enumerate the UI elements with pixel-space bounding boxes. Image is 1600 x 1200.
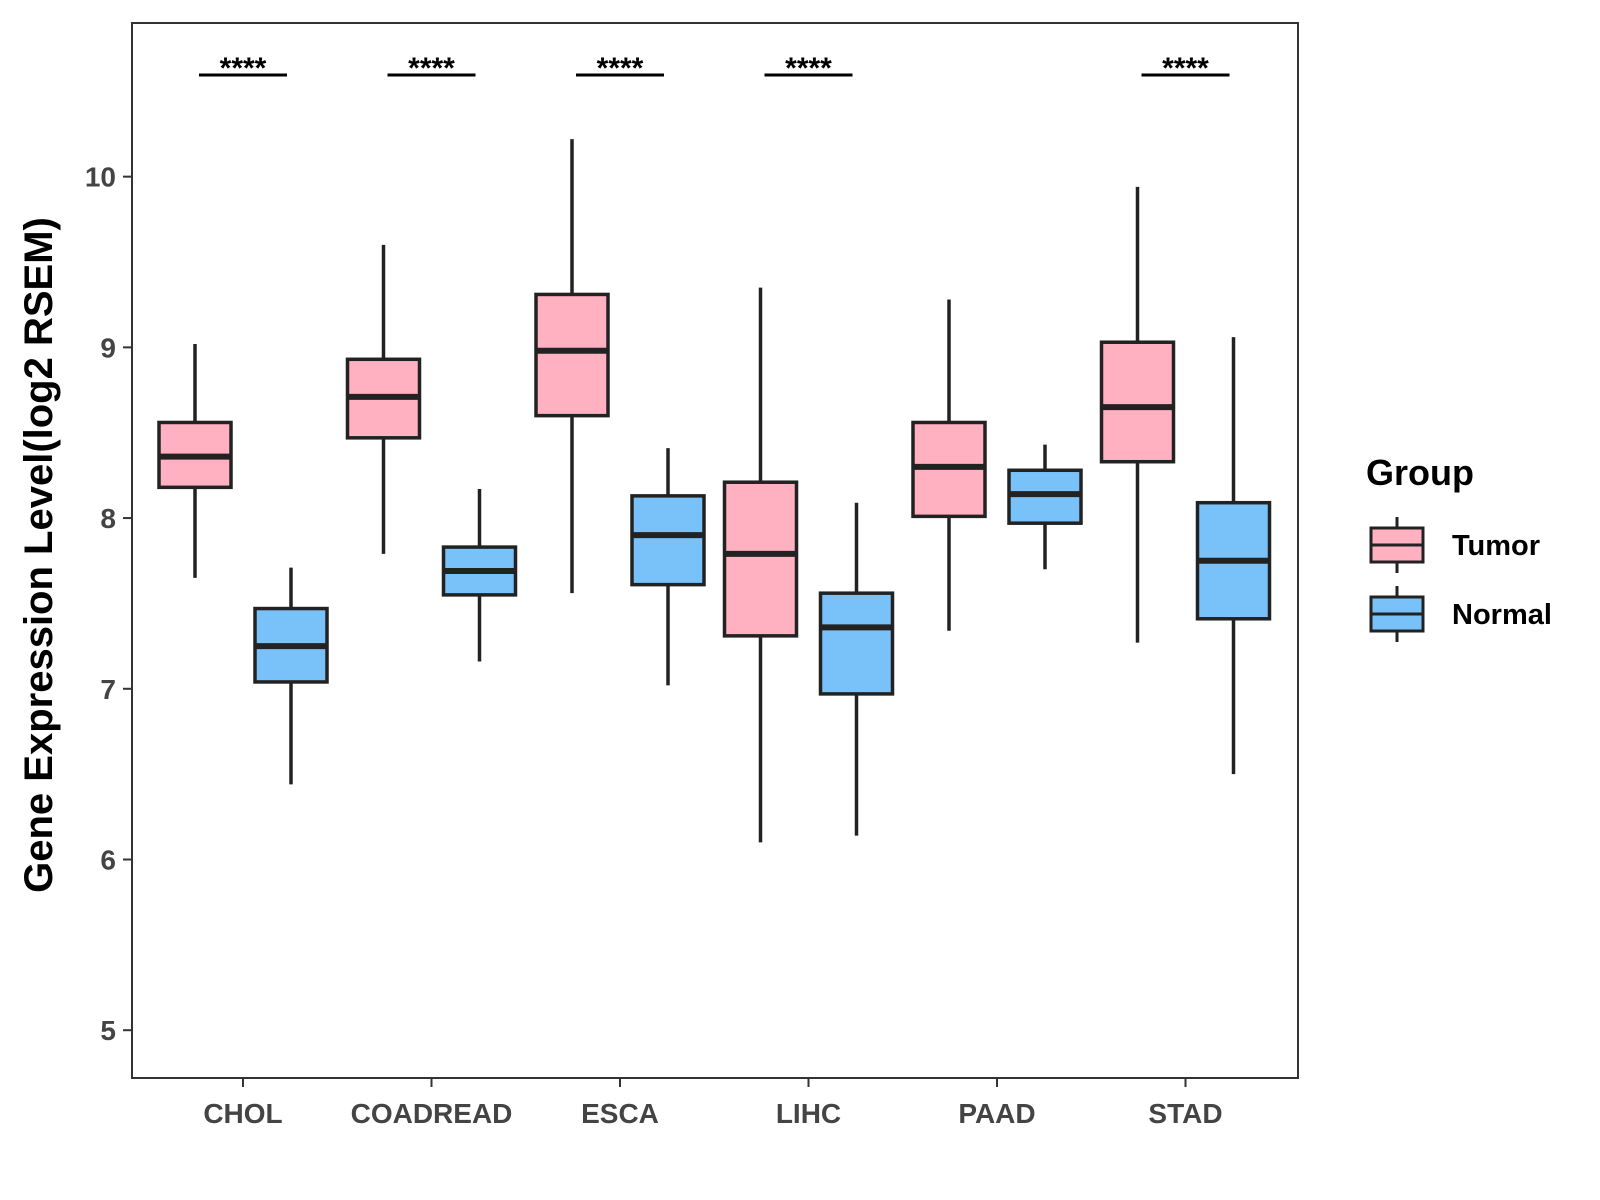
- legend-key-normal: [1369, 586, 1425, 642]
- x-tick-label-coadread: COADREAD: [351, 1098, 513, 1129]
- x-tick-label-paad: PAAD: [958, 1098, 1035, 1129]
- box-tumor-paad: [911, 299, 987, 631]
- y-tick-label-6: 6: [100, 844, 116, 875]
- y-tick-label-5: 5: [100, 1015, 116, 1046]
- significance-label-stad: ****: [1162, 52, 1209, 85]
- box-normal-chol: [253, 567, 329, 785]
- boxes-layer: [157, 139, 1272, 843]
- box-normal-lihc: [818, 502, 895, 836]
- significance-label-chol: ****: [220, 52, 267, 85]
- y-tick-label-8: 8: [100, 503, 116, 534]
- box-tumor-esca: [534, 139, 610, 594]
- x-tick-label-stad: STAD: [1148, 1098, 1222, 1129]
- box-normal-lihc-iqr-box: [818, 591, 895, 696]
- y-tick-label-10: 10: [85, 162, 116, 193]
- x-tick-label-esca: ESCA: [581, 1098, 659, 1129]
- plot-panel-border: [131, 22, 1299, 1079]
- legend-title: Group: [1366, 452, 1474, 493]
- box-tumor-stad-iqr-box: [1099, 340, 1176, 464]
- box-tumor-lihc-iqr-box: [722, 480, 799, 638]
- y-tick-label-9: 9: [100, 332, 116, 363]
- box-normal-paad: [1007, 444, 1083, 570]
- significance-label-esca: ****: [597, 52, 644, 85]
- box-tumor-esca-iqr-box: [534, 292, 610, 418]
- significance-label-lihc: ****: [785, 52, 832, 85]
- legend: Group Tumor Normal: [1366, 452, 1552, 642]
- x-tick-label-lihc: LIHC: [776, 1098, 841, 1129]
- box-normal-stad: [1195, 337, 1272, 775]
- legend-label-tumor: Tumor: [1452, 530, 1540, 562]
- box-tumor-stad: [1099, 186, 1176, 643]
- x-tick-label-chol: CHOL: [203, 1098, 282, 1129]
- y-axis-title: Gene Expression Level(log2 RSEM): [17, 217, 61, 893]
- box-tumor-coadread: [345, 244, 422, 554]
- x-axis: CHOL COADREAD ESCA LIHC PAAD STAD: [203, 1078, 1223, 1129]
- significance-label-coadread: ****: [408, 52, 455, 85]
- y-axis: 5 6 7 8 9 10: [85, 162, 132, 1046]
- box-normal-esca-iqr-box: [630, 494, 706, 587]
- box-normal-esca: [630, 448, 706, 686]
- y-tick-label-7: 7: [100, 674, 116, 705]
- box-normal-coadread: [441, 489, 518, 662]
- legend-label-normal: Normal: [1452, 599, 1552, 631]
- box-tumor-lihc: [722, 287, 799, 843]
- box-tumor-chol: [157, 343, 233, 578]
- legend-key-tumor: [1369, 517, 1425, 573]
- significance-annotations: **** **** **** **** ****: [199, 52, 1230, 85]
